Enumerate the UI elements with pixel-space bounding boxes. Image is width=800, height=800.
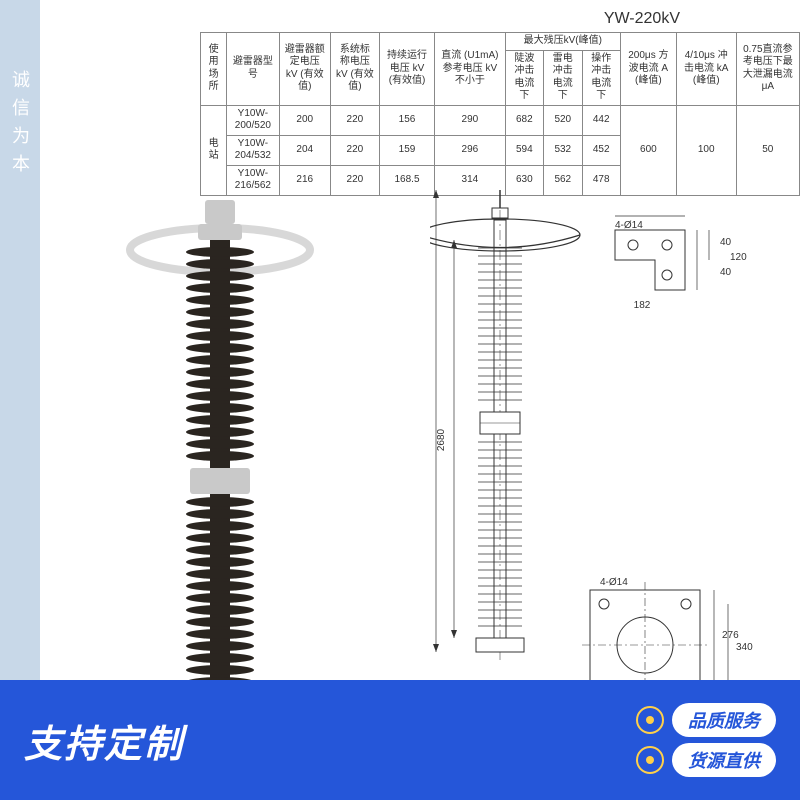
- cell: 532: [544, 135, 582, 165]
- pill-dot-icon: [636, 706, 664, 734]
- product-photo-svg: [120, 190, 320, 750]
- banner-pill: 货源直供: [636, 743, 776, 777]
- th-use: 使用场所: [201, 33, 227, 106]
- banner-pills: 品质服务 货源直供: [636, 703, 800, 777]
- cell: 594: [505, 135, 543, 165]
- cell: 204: [279, 135, 330, 165]
- dim-base-holes: 4-Ø14: [600, 577, 628, 588]
- cell: Y10W-204/532: [227, 135, 279, 165]
- cell: 159: [379, 135, 434, 165]
- th-model: 避雷器型号: [227, 33, 279, 106]
- cell: 156: [379, 105, 434, 135]
- dim-inner: 2680: [436, 428, 447, 451]
- cell: 220: [330, 165, 379, 195]
- dim-bracket-p2: 40: [720, 267, 732, 278]
- dim-base-inner: 276: [722, 630, 739, 641]
- technical-drawing-svg: 3690 2680 4-Ø14 182 40 40 120: [430, 190, 770, 750]
- spec-table-header-row: 使用场所 避雷器型号 避雷器额定电压 kV (有效值) 系统标称电压 kV (有…: [201, 33, 800, 51]
- cell: 200: [279, 105, 330, 135]
- cell: 220: [330, 135, 379, 165]
- cell: Y10W-200/520: [227, 105, 279, 135]
- pill-label: 货源直供: [672, 743, 776, 777]
- side-band-text: 诚信为本: [7, 70, 33, 182]
- cell: 442: [582, 105, 620, 135]
- cell: 290: [435, 105, 505, 135]
- spec-table-body: 电站 Y10W-200/520 200 220 156 290 682 520 …: [201, 105, 800, 195]
- th-cont: 持续运行电压 kV (有效值): [379, 33, 434, 106]
- cell: 520: [544, 105, 582, 135]
- th-residual: 最大残压kV(峰值): [505, 33, 620, 51]
- th-dc: 直流 (U1mA) 参考电压 kV 不小于: [435, 33, 505, 106]
- technical-drawing: 3690 2680 4-Ø14 182 40 40 120: [430, 190, 770, 750]
- model-label: YW-220kV: [604, 10, 680, 28]
- th-410us: 4/10μs 冲击电流 kA (峰值): [676, 33, 736, 106]
- product-photo: [120, 190, 320, 750]
- dim-bracket-w: 182: [634, 300, 651, 311]
- pill-dot-icon: [636, 746, 664, 774]
- banner-pill: 品质服务: [636, 703, 776, 737]
- cell: 296: [435, 135, 505, 165]
- page-canvas: 诚信为本 YW-220kV 使用场所 避雷器型号 避雷器额定电压 kV (有效值…: [0, 0, 800, 800]
- th-system: 系统标称电压 kV (有效值): [330, 33, 379, 106]
- cell: 600: [620, 105, 676, 195]
- th-oper: 操作冲击电流下: [582, 50, 620, 105]
- table-row: 电站 Y10W-200/520 200 220 156 290 682 520 …: [201, 105, 800, 135]
- dim-bracket-h: 120: [730, 252, 747, 263]
- cell: 100: [676, 105, 736, 195]
- spec-table: 使用场所 避雷器型号 避雷器额定电压 kV (有效值) 系统标称电压 kV (有…: [200, 32, 800, 196]
- promo-banner: 支持定制 品质服务 货源直供: [0, 680, 800, 800]
- th-rated: 避雷器额定电压 kV (有效值): [279, 33, 330, 106]
- td-use: 电站: [201, 105, 227, 195]
- banner-headline: 支持定制: [0, 713, 184, 768]
- th-200us: 200μs 方波电流 A (峰值): [620, 33, 676, 106]
- cell: 682: [505, 105, 543, 135]
- th-light: 雷电冲击电流下: [544, 50, 582, 105]
- cell: 168.5: [379, 165, 434, 195]
- dim-bracket-p1: 40: [720, 237, 732, 248]
- cell: 50: [736, 105, 799, 195]
- cell: 452: [582, 135, 620, 165]
- th-leak: 0.75直流参考电压下最大泄漏电流 μA: [736, 33, 799, 106]
- cell: 220: [330, 105, 379, 135]
- pill-label: 品质服务: [672, 703, 776, 737]
- dim-base-outer: 340: [736, 642, 753, 653]
- th-steep: 陡波冲击电流下: [505, 50, 543, 105]
- dim-bracket-holes: 4-Ø14: [615, 220, 643, 231]
